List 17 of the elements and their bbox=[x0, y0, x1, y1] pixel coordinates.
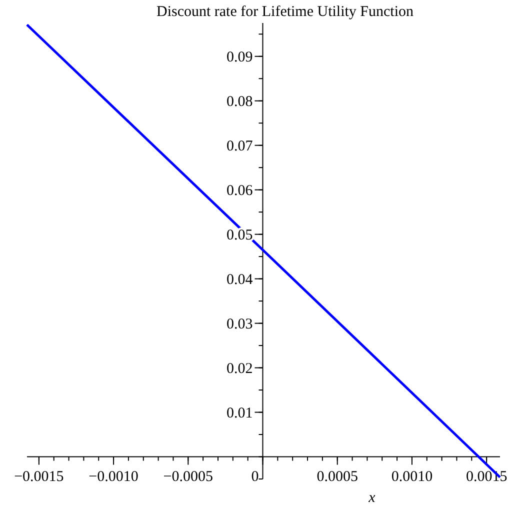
x-tick-label: −0.0015 bbox=[14, 468, 64, 485]
x-tick-label: −0.0010 bbox=[88, 468, 138, 485]
x-tick-label: 0.0015 bbox=[466, 468, 508, 485]
y-tick-label: 0.08 bbox=[226, 94, 253, 110]
y-tick-label: 0.02 bbox=[226, 360, 253, 377]
y-tick-label: 0.06 bbox=[226, 182, 254, 199]
x-tick-label: 0.0010 bbox=[391, 468, 433, 485]
y-tick-label: 0.07 bbox=[226, 138, 254, 154]
y-tick-label: 0.01 bbox=[226, 405, 253, 422]
x-tick-label: −0.0005 bbox=[163, 468, 214, 485]
chart-title: Discount rate for Lifetime Utility Function bbox=[156, 4, 414, 20]
x-tick-label: 0 bbox=[251, 468, 259, 485]
x-tick-label: 0.0005 bbox=[316, 468, 358, 485]
y-tick-label: 0.03 bbox=[226, 316, 253, 332]
y-tick-label: 0.09 bbox=[226, 49, 253, 66]
y-tick-label: 0.04 bbox=[226, 272, 254, 288]
x-axis-title: x bbox=[368, 490, 376, 506]
